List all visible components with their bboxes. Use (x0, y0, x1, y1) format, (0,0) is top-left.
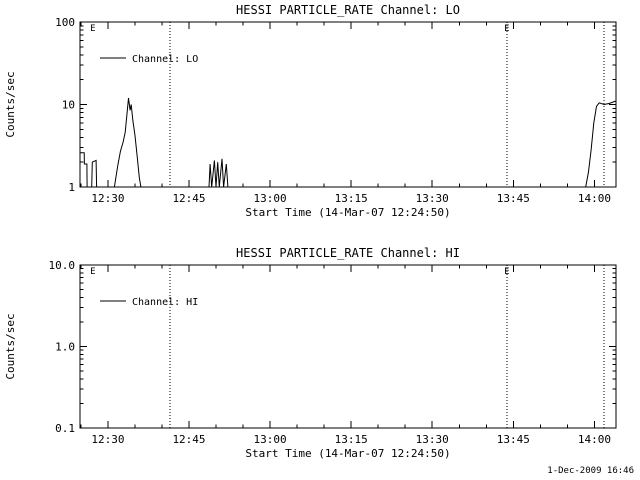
eclipse-flag-label: E (90, 24, 95, 34)
x-tick-label: 14:00 (578, 433, 611, 446)
plot-frame (79, 264, 617, 429)
chart-title: HESSI PARTICLE_RATE Channel: LO (236, 3, 460, 17)
chart-channel-lo: 12:30 12:45 13:00 13:15 13:30 13:45 14:00 1 10 10… (4, 3, 617, 219)
x-tick-label: 13:30 (416, 192, 449, 205)
y-tick-label: 1 (68, 181, 75, 194)
series-line (80, 97, 616, 188)
y-tick-label: 1.0 (55, 341, 75, 354)
chart-channel-hi: 12:30 12:45 13:00 13:15 13:30 13:45 14:00 0.1 1.… (4, 246, 617, 460)
legend-label: Channel: HI (132, 297, 198, 308)
plot-frame (79, 21, 617, 188)
y-tick-label: 0.1 (55, 422, 75, 435)
x-tick-label: 12:45 (172, 192, 205, 205)
y-tick-label: 100 (55, 16, 75, 29)
x-tick-label: 13:00 (254, 192, 287, 205)
y-tick-label: 10.0 (49, 259, 76, 272)
x-tick-label: 13:15 (335, 433, 368, 446)
creation-timestamp: 1-Dec-2009 16:46 (547, 466, 634, 476)
x-tick-label: 13:45 (497, 433, 530, 446)
x-tick-label: 13:15 (335, 192, 368, 205)
x-tick-label: 12:30 (91, 192, 124, 205)
x-tick-label: 14:00 (578, 192, 611, 205)
x-tick-label: 13:30 (416, 433, 449, 446)
x-tick-label: 12:30 (91, 433, 124, 446)
eclipse-flag-label: E (504, 24, 509, 34)
x-tick-label: 12:45 (172, 433, 205, 446)
chart-title: HESSI PARTICLE_RATE Channel: HI (236, 246, 460, 260)
legend-label: Channel: LO (132, 54, 198, 65)
x-tick-label: 13:00 (254, 433, 287, 446)
x-axis-label: Start Time (14-Mar-07 12:24:50) (245, 206, 450, 219)
eclipse-flag-label: E (90, 267, 95, 277)
y-tick-label: 10 (62, 99, 75, 112)
y-axis-label: Counts/sec (4, 71, 17, 137)
eclipse-flag-label: E (504, 267, 509, 277)
x-tick-label: 13:45 (497, 192, 530, 205)
x-axis-label: Start Time (14-Mar-07 12:24:50) (245, 447, 450, 460)
y-axis-label: Counts/sec (4, 313, 17, 379)
